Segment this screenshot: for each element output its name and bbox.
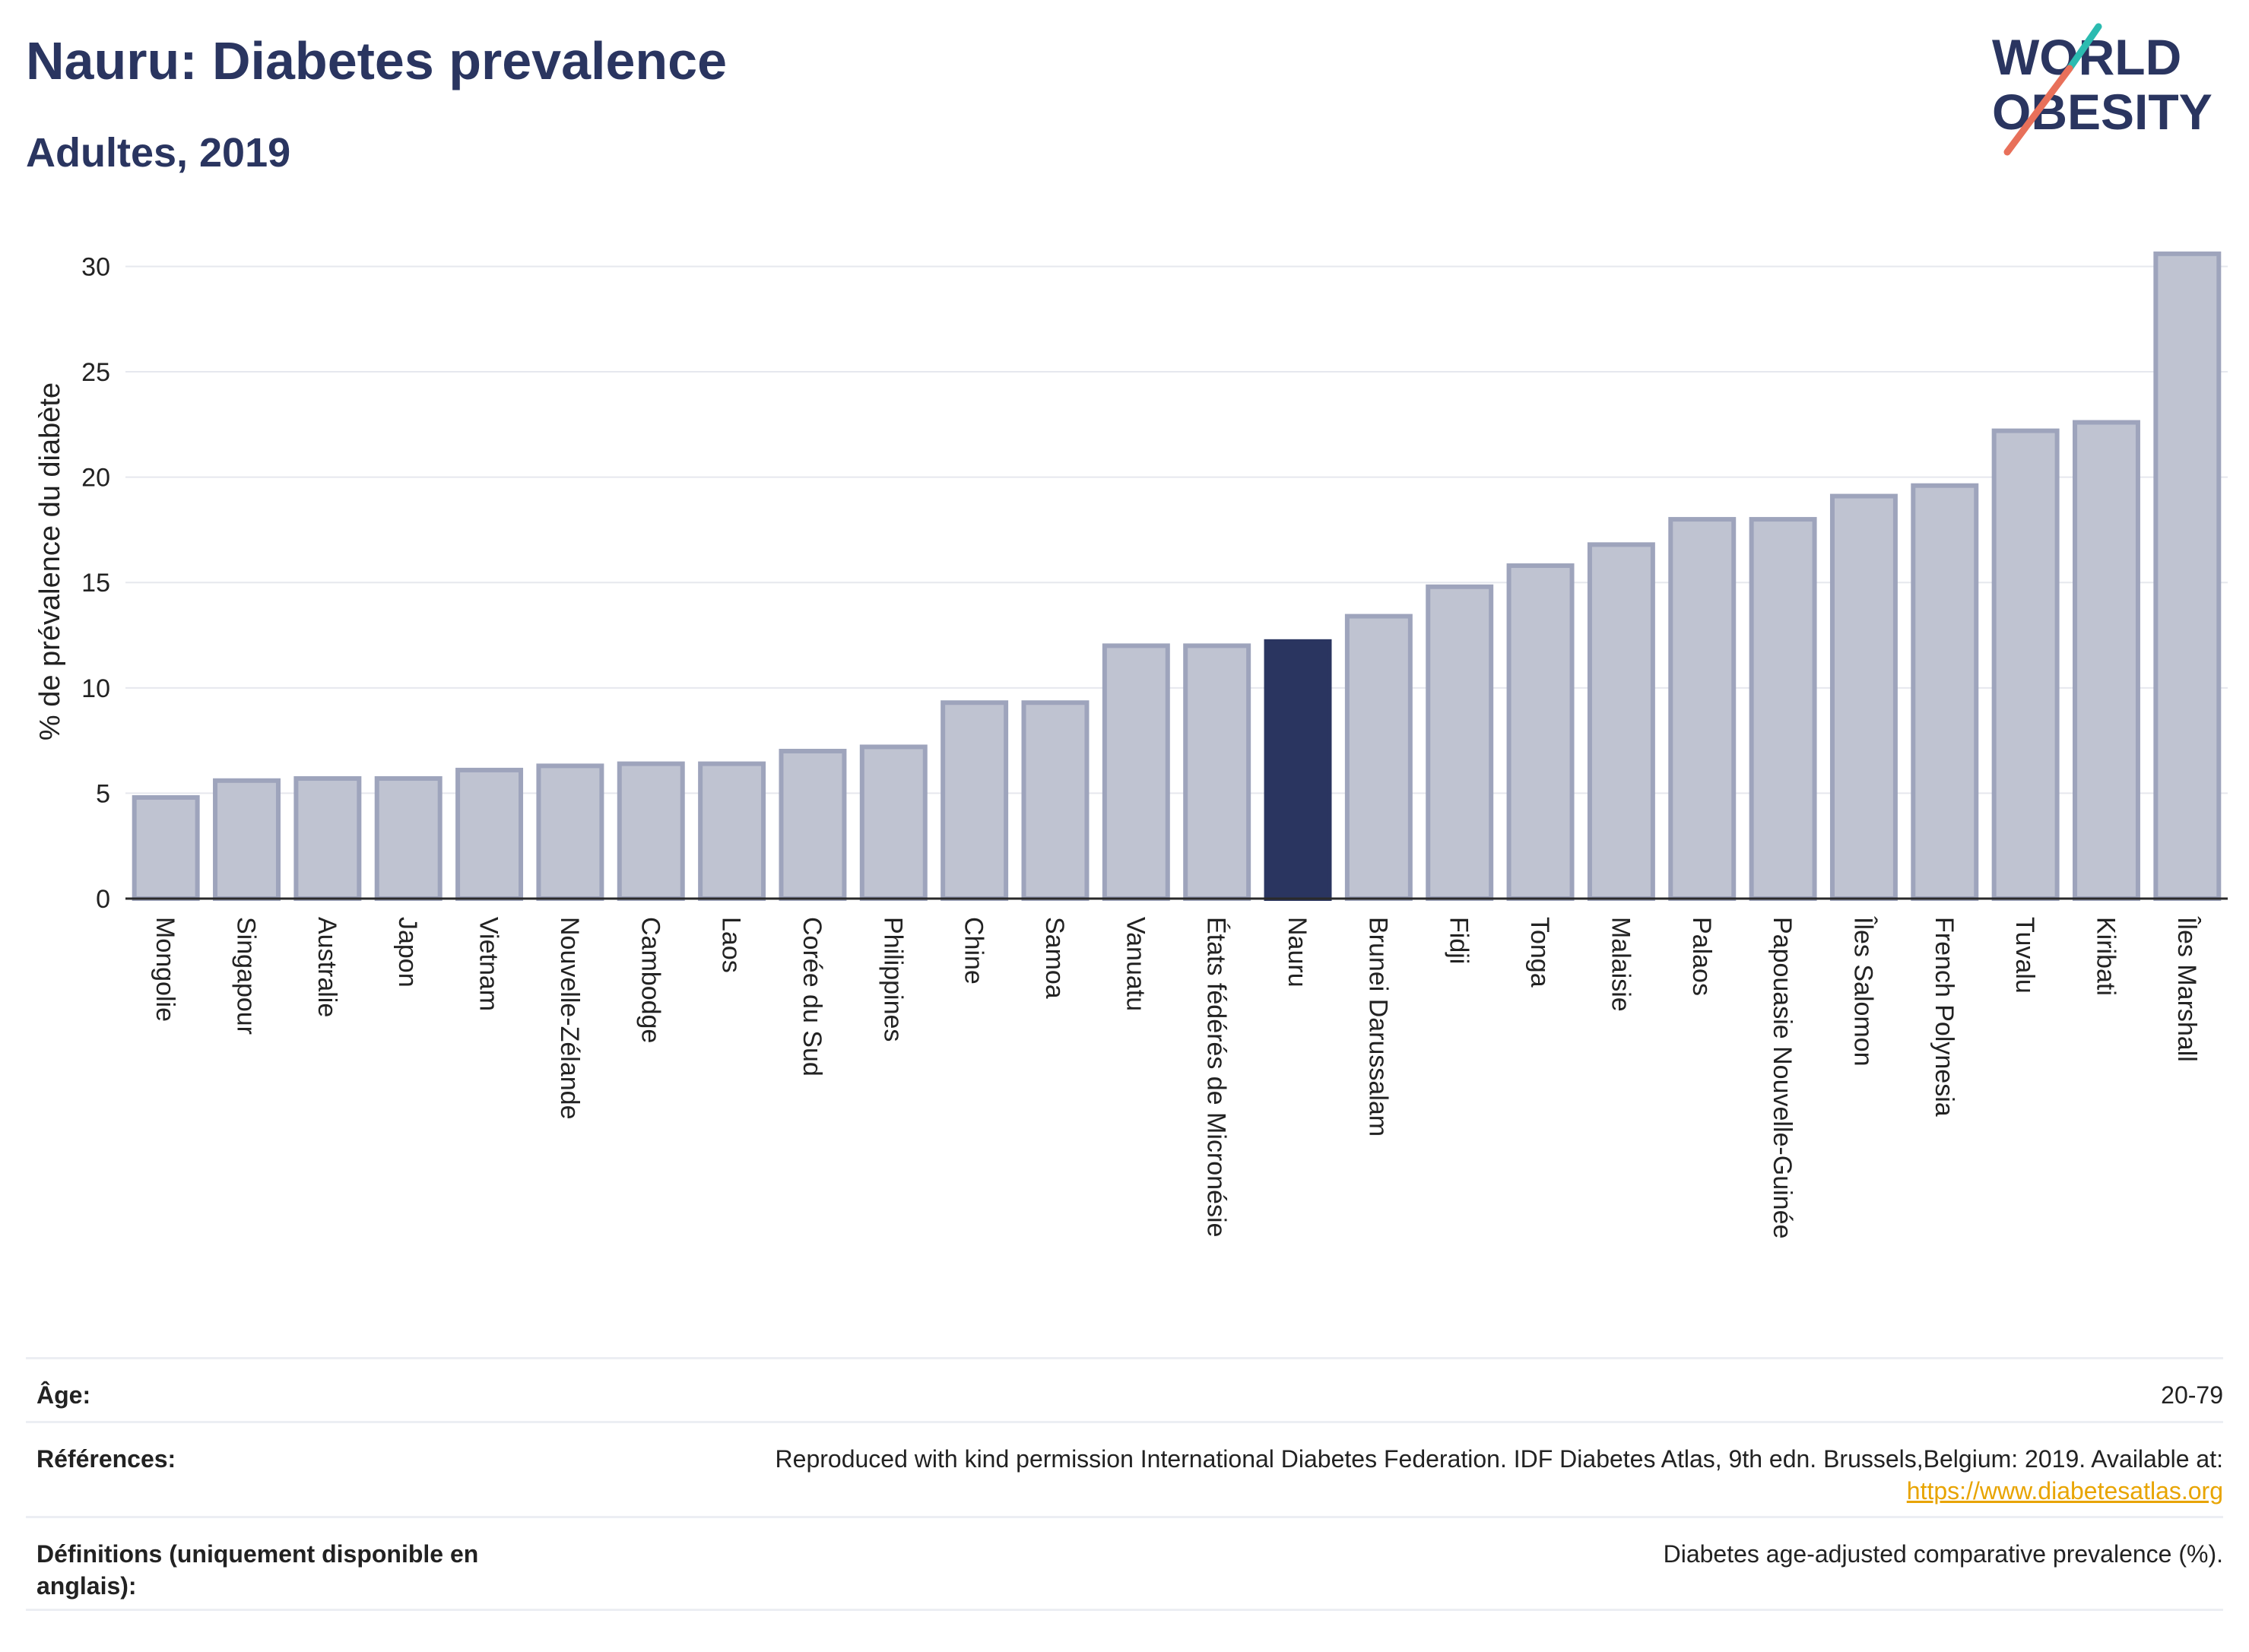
meta-value-age: 20-79 bbox=[2161, 1381, 2223, 1409]
page-subtitle: Adultes, 2019 bbox=[26, 130, 291, 176]
x-category-label: Malaisie bbox=[1606, 917, 1635, 1012]
y-tick-label: 15 bbox=[81, 569, 110, 598]
bar bbox=[455, 767, 524, 902]
meta-key-age: Âge: bbox=[36, 1381, 91, 1409]
x-category-label: Laos bbox=[717, 917, 746, 973]
y-tick-label: 30 bbox=[81, 252, 110, 281]
meta-value-definitions: Diabetes age-adjusted comparative preval… bbox=[1663, 1540, 2223, 1568]
bar bbox=[941, 700, 1009, 901]
x-category-label: Palaos bbox=[1687, 917, 1716, 996]
bar bbox=[132, 794, 200, 901]
logo-slash-coral bbox=[2003, 65, 2073, 156]
x-category-label: Philippines bbox=[878, 917, 907, 1042]
x-category-label: Samoa bbox=[1040, 917, 1069, 999]
x-category-label: Vietnam bbox=[474, 917, 503, 1011]
y-tick-label: 20 bbox=[81, 464, 110, 493]
diabetes-atlas-link[interactable]: https://www.diabetesatlas.org bbox=[1906, 1477, 2223, 1505]
logo-word-obesity: OBESITY bbox=[1992, 84, 2213, 140]
bar bbox=[1587, 542, 1655, 901]
y-tick-label: 0 bbox=[96, 885, 110, 914]
x-category-label: Vanuatu bbox=[1121, 917, 1150, 1011]
meta-row-age: Âge: 20-79 bbox=[26, 1357, 2223, 1421]
page-title: Nauru: Diabetes prevalence bbox=[26, 31, 728, 90]
bar bbox=[1021, 700, 1090, 901]
bar bbox=[1911, 483, 1979, 901]
metadata-table: Âge: 20-79 Références: Reproduced with k… bbox=[26, 1357, 2223, 1611]
bar bbox=[698, 761, 766, 901]
references-text: Reproduced with kind permission Internat… bbox=[775, 1445, 2223, 1473]
x-category-label: Nauru bbox=[1283, 917, 1312, 988]
bar bbox=[1829, 493, 1898, 901]
y-axis-label: % de prévalence du diabète bbox=[34, 382, 66, 740]
x-category-label: Japon bbox=[393, 917, 422, 988]
bar bbox=[617, 761, 685, 901]
x-category-label: Brunei Darussalam bbox=[1363, 917, 1392, 1137]
x-category-label: Nouvelle-Zélande bbox=[555, 917, 584, 1120]
y-tick-label: 5 bbox=[96, 779, 110, 808]
x-category-label: Fidji bbox=[1445, 917, 1473, 964]
logo-slash-teal bbox=[2066, 23, 2102, 72]
meta-key-definitions: Définitions (uniquement disponible en an… bbox=[36, 1540, 479, 1600]
bar bbox=[536, 763, 604, 902]
meta-row-references: Références: Reproduced with kind permiss… bbox=[26, 1421, 2223, 1516]
x-category-label: French Polynesia bbox=[1930, 917, 1959, 1117]
x-category-label: Tuvalu bbox=[2010, 917, 2039, 994]
bar-highlight bbox=[1264, 639, 1332, 901]
bar bbox=[2073, 420, 2140, 901]
x-category-label: Corée du Sud bbox=[798, 917, 826, 1076]
bars bbox=[132, 251, 2222, 902]
meta-value-references: Reproduced with kind permission Internat… bbox=[776, 1443, 2223, 1516]
x-category-label: Papouasie Nouvelle-Guinée bbox=[1768, 917, 1797, 1238]
bar bbox=[213, 778, 281, 902]
bar bbox=[1426, 584, 1494, 901]
bar bbox=[1991, 428, 2060, 901]
bar bbox=[374, 776, 443, 902]
axes: 0 5 10 15 20 25 30 Mongolie Singapour Australie Ja… bbox=[81, 252, 2228, 1238]
x-category-label: Îles Marshall bbox=[2172, 916, 2201, 1062]
x-category-label: États fédérés de Micronésie bbox=[1202, 917, 1231, 1237]
bar bbox=[1749, 517, 1817, 901]
bar bbox=[2153, 251, 2222, 901]
bar bbox=[293, 776, 362, 902]
y-tick-label: 10 bbox=[81, 674, 110, 703]
meta-row-definitions: Définitions (uniquement disponible en an… bbox=[26, 1516, 2223, 1611]
bar bbox=[859, 744, 928, 901]
meta-key-references: Références: bbox=[36, 1445, 176, 1473]
x-category-label: Chine bbox=[960, 917, 988, 985]
bar bbox=[1102, 643, 1170, 901]
world-obesity-logo: WORLD OBESITY bbox=[1992, 23, 2213, 156]
bar bbox=[1183, 643, 1251, 901]
y-tick-label: 25 bbox=[81, 358, 110, 387]
x-category-label: Mongolie bbox=[151, 917, 179, 1022]
bar bbox=[1668, 517, 1737, 901]
x-category-label: Tonga bbox=[1525, 917, 1554, 988]
x-category-label: Australie bbox=[312, 917, 341, 1017]
x-category-label: Kiribati bbox=[2091, 917, 2120, 996]
diabetes-bar-chart: 0 5 10 15 20 25 30 Mongolie Singapour Australie Ja… bbox=[34, 251, 2228, 1238]
bar bbox=[1344, 614, 1413, 901]
x-category-label: Îles Salomon bbox=[1848, 916, 1877, 1067]
x-category-label: Cambodge bbox=[636, 917, 665, 1043]
bar bbox=[1506, 563, 1575, 901]
x-category-label: Singapour bbox=[232, 917, 261, 1035]
bar bbox=[779, 748, 847, 901]
